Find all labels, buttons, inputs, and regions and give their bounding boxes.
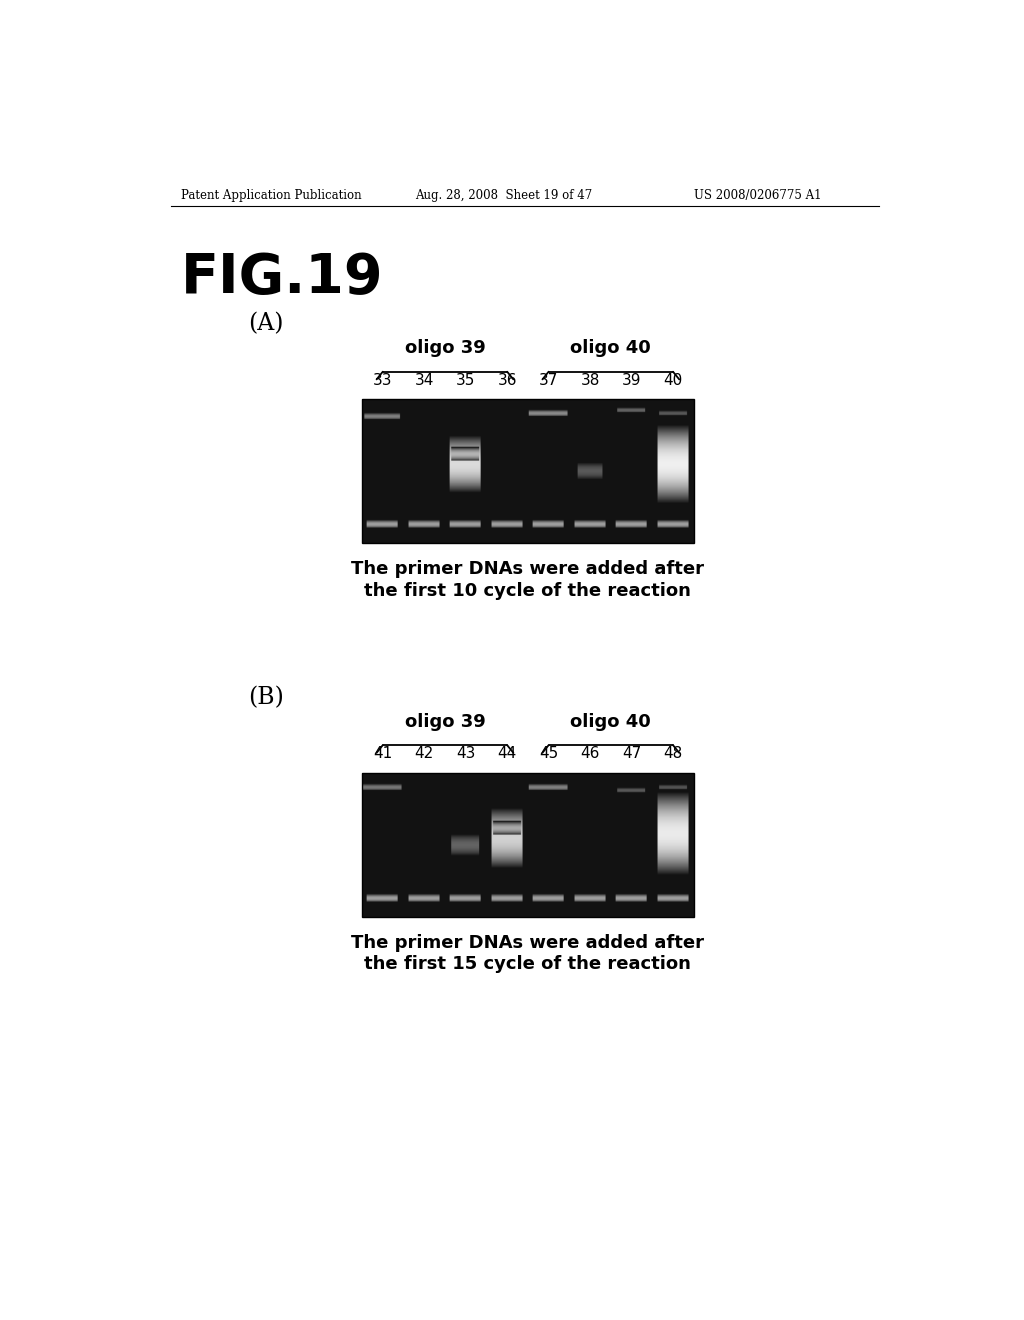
- Bar: [362, 400, 693, 544]
- Text: US 2008/0206775 A1: US 2008/0206775 A1: [693, 189, 821, 202]
- Text: 38: 38: [581, 372, 600, 388]
- Text: 44: 44: [498, 746, 517, 762]
- Text: 37: 37: [539, 372, 558, 388]
- Text: the first 10 cycle of the reaction: the first 10 cycle of the reaction: [365, 582, 691, 599]
- Text: FIG.19: FIG.19: [180, 251, 383, 305]
- Text: 34: 34: [415, 372, 434, 388]
- Text: Patent Application Publication: Patent Application Publication: [180, 189, 361, 202]
- Text: oligo 39: oligo 39: [404, 713, 485, 730]
- Text: 39: 39: [622, 372, 641, 388]
- Text: 45: 45: [539, 746, 558, 762]
- Text: (B): (B): [248, 686, 284, 709]
- Text: 35: 35: [456, 372, 475, 388]
- Text: the first 15 cycle of the reaction: the first 15 cycle of the reaction: [365, 956, 691, 973]
- Text: 48: 48: [664, 746, 683, 762]
- Text: 46: 46: [581, 746, 600, 762]
- Text: The primer DNAs were added after: The primer DNAs were added after: [351, 561, 705, 578]
- Text: oligo 40: oligo 40: [570, 713, 651, 730]
- Text: oligo 39: oligo 39: [404, 339, 485, 358]
- Text: 33: 33: [373, 372, 392, 388]
- Text: 47: 47: [622, 746, 641, 762]
- Text: 36: 36: [498, 372, 517, 388]
- Text: Aug. 28, 2008  Sheet 19 of 47: Aug. 28, 2008 Sheet 19 of 47: [415, 189, 592, 202]
- Text: 43: 43: [456, 746, 475, 762]
- Text: 41: 41: [373, 746, 392, 762]
- Bar: [362, 774, 693, 917]
- Text: (A): (A): [248, 313, 284, 335]
- Text: 42: 42: [415, 746, 434, 762]
- Text: 40: 40: [664, 372, 683, 388]
- Text: oligo 40: oligo 40: [570, 339, 651, 358]
- Text: The primer DNAs were added after: The primer DNAs were added after: [351, 933, 705, 952]
